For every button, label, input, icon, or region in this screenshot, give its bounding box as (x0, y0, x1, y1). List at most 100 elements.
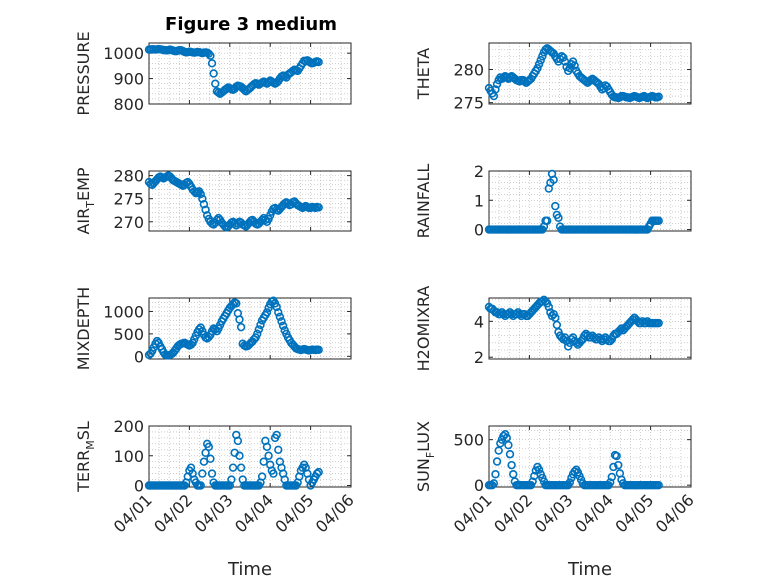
subplot-theta: 275 280 THETA (414, 42, 692, 113)
data-point (275, 312, 285, 322)
data-point (264, 451, 273, 460)
y-tick-label: 500 (113, 325, 144, 344)
data-point (314, 203, 323, 212)
x-axis-label: Time (567, 559, 612, 580)
figure-title: Figure 3 medium (165, 14, 337, 35)
y-axis-label: TERRMSL (74, 421, 97, 493)
data-point (209, 69, 218, 78)
y-axis-label: RAINFALL (414, 164, 433, 239)
y-axis-label: SUNFLUX (414, 421, 437, 492)
data-point (204, 442, 213, 452)
y-tick-label: 0 (474, 476, 484, 495)
data-point (565, 478, 574, 487)
data-point (607, 472, 617, 482)
subplot-mixdepth: 0 500 1000 MIXDEPTH (74, 287, 352, 370)
subplot-h2omixra: 2 4 H2OMIXRA (414, 286, 692, 372)
data-point (554, 213, 563, 223)
data-point (314, 467, 323, 477)
data-point (572, 338, 581, 348)
data-point (492, 79, 502, 89)
data-point (628, 315, 638, 324)
y-tick-label: 1000 (103, 302, 144, 321)
axes-box (488, 297, 692, 360)
y-tick-label: 0 (134, 477, 144, 496)
data-point (198, 194, 207, 203)
data-point (536, 56, 545, 65)
data-point (609, 462, 618, 472)
axes-box (148, 42, 352, 105)
y-tick-label: 1 (474, 191, 484, 210)
data-point (274, 308, 283, 317)
subplot-air_temp: 270 275 280 AIRTEMP (74, 167, 352, 235)
y-axis-label: THETA (414, 48, 433, 100)
data-point (612, 451, 621, 461)
data-point (236, 322, 246, 332)
y-tick-label: 4 (474, 312, 484, 331)
axes-box (148, 170, 352, 232)
data-point (617, 324, 626, 333)
data-point (257, 472, 267, 481)
y-axis-label: H2OMIXRA (414, 286, 433, 372)
data-point (654, 480, 663, 490)
data-point (538, 297, 547, 306)
y-axis-label-subscript: F (424, 452, 437, 458)
data-point (538, 52, 547, 61)
y-axis-label: AIRTEMP (74, 167, 97, 234)
data-point (491, 85, 500, 94)
y-tick-label: 0 (134, 347, 144, 366)
data-point (201, 205, 210, 214)
data-point (654, 318, 663, 328)
data-point (278, 321, 288, 331)
data-point (196, 481, 205, 490)
data-point (534, 60, 544, 69)
data-series (484, 429, 663, 490)
y-tick-label: 900 (113, 70, 144, 89)
data-point (235, 451, 244, 460)
data-series (484, 295, 663, 351)
data-point (492, 457, 502, 466)
data-point (207, 59, 217, 68)
y-axis-label-tail: EMP (74, 167, 93, 201)
data-series (144, 430, 323, 490)
y-tick-label: 100 (113, 447, 144, 466)
data-point (312, 469, 322, 478)
data-point (502, 433, 511, 443)
data-point (274, 445, 283, 455)
y-tick-label: 270 (113, 213, 144, 232)
data-point (277, 317, 286, 326)
data-point (507, 460, 516, 470)
data-point (256, 320, 265, 330)
data-point (198, 469, 207, 478)
data-point (272, 430, 281, 440)
y-tick-label: 280 (113, 167, 144, 186)
data-point (314, 57, 323, 67)
data-point (544, 302, 553, 312)
data-series (484, 44, 663, 103)
grid (488, 426, 692, 487)
y-tick-label: 2 (474, 162, 484, 181)
y-tick-label: 200 (113, 417, 144, 436)
data-point (654, 92, 663, 101)
data-series (144, 44, 323, 99)
data-series (484, 169, 663, 234)
data-point (235, 315, 244, 324)
data-point (262, 442, 272, 452)
data-point (204, 49, 213, 58)
data-point (489, 479, 499, 488)
data-point (236, 463, 246, 472)
data-point (491, 470, 500, 479)
data-point (227, 475, 236, 484)
data-point (254, 325, 264, 334)
y-tick-label: 800 (113, 95, 144, 114)
data-point (207, 469, 217, 478)
y-axis-label-main: AIR (74, 208, 93, 235)
x-axis-label: Time (227, 559, 272, 580)
data-point (253, 329, 262, 339)
data-point (654, 216, 663, 225)
y-tick-label: 0 (474, 221, 484, 240)
data-point (568, 57, 578, 66)
grid (488, 298, 692, 359)
data-point (199, 457, 209, 466)
data-point (206, 51, 215, 60)
